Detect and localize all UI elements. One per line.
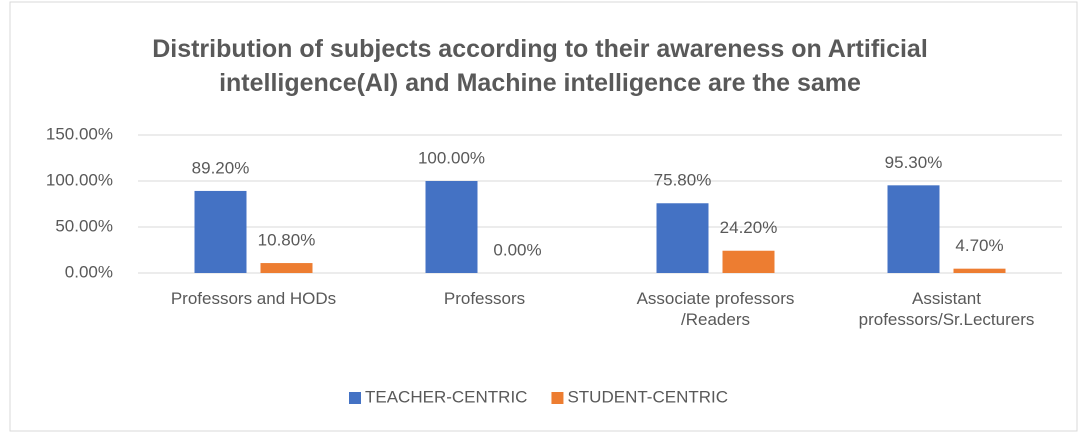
bar [260,263,313,273]
bar [194,190,247,273]
value-label: 4.70% [955,236,1003,255]
legend-label: STUDENT-CENTRIC [567,387,728,406]
chart-title: Distribution of subjects according to th… [152,35,928,97]
y-tick-label: 150.00% [46,124,113,143]
legend-swatch [551,392,564,404]
value-label: 10.80% [258,231,316,250]
bar [722,250,775,273]
value-label: 0.00% [493,240,541,259]
bar [887,185,940,273]
chart-border [9,1,1078,432]
y-tick-label: 0.00% [65,262,113,281]
bar [425,181,478,273]
value-label: 100.00% [418,148,485,167]
x-tick-label: Associate professors /Readers [636,289,795,329]
value-label: 89.20% [192,158,250,177]
value-label: 24.20% [720,218,778,237]
x-tick-label: Professors and HODs [170,289,337,308]
y-tick-label: 100.00% [46,170,113,189]
legend-swatch [349,392,361,404]
bar [953,268,1006,273]
x-tick-label: Professors [443,289,526,308]
value-label: 95.30% [885,153,943,172]
value-label: 75.80% [654,171,712,190]
x-tick-label: Assistant professors/Sr.Lecturers [858,289,1035,329]
y-tick-label: 50.00% [55,216,113,235]
bar [656,203,709,273]
legend-label: TEACHER-CENTRIC [365,387,527,406]
